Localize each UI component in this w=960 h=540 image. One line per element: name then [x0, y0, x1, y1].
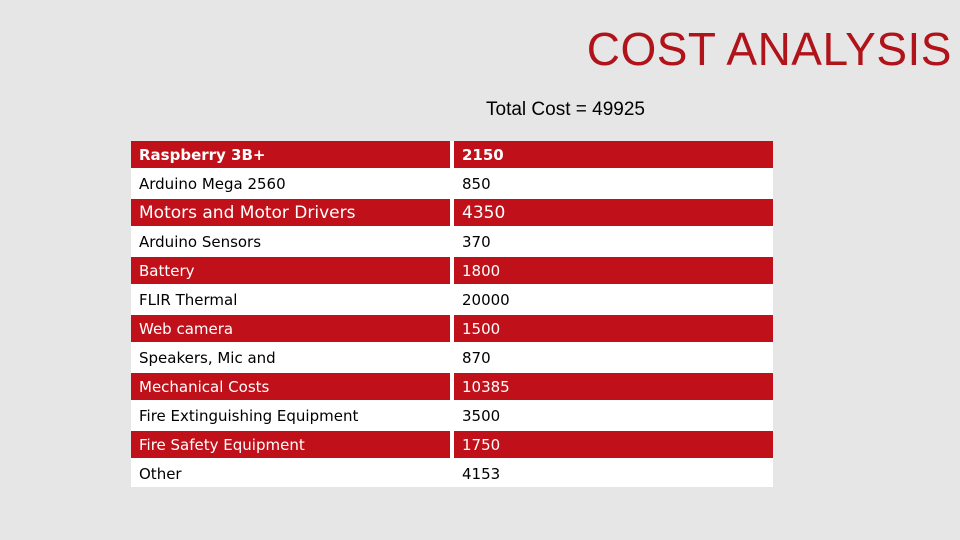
- item-cost: 4350: [454, 197, 773, 227]
- item-cost: 3500: [454, 400, 773, 430]
- item-name: Mechanical Costs: [131, 371, 450, 401]
- item-cost: 20000: [454, 284, 773, 314]
- table-row: Fire Extinguishing Equipment 3500: [131, 400, 773, 430]
- cell-divider: [450, 197, 454, 227]
- item-cost: 1750: [454, 429, 773, 459]
- item-name: FLIR Thermal: [131, 284, 450, 314]
- table-row: Raspberry 3B+ 2150: [131, 141, 773, 169]
- item-cost: 370: [454, 226, 773, 256]
- item-cost: 850: [454, 168, 773, 198]
- item-name: Battery: [131, 255, 450, 285]
- item-cost: 870: [454, 342, 773, 372]
- cell-divider: [450, 226, 454, 256]
- item-name: Arduino Sensors: [131, 226, 450, 256]
- table-row: Arduino Sensors 370: [131, 226, 773, 256]
- table-row: Motors and Motor Drivers 4350: [131, 197, 773, 227]
- item-cost: 10385: [454, 371, 773, 401]
- table-row: Arduino Mega 2560 850: [131, 168, 773, 198]
- item-name: Speakers, Mic and: [131, 342, 450, 372]
- cell-divider: [450, 458, 454, 487]
- cost-table: Raspberry 3B+ 2150 Arduino Mega 2560 850…: [131, 141, 773, 487]
- item-name: Fire Extinguishing Equipment: [131, 400, 450, 430]
- cell-divider: [450, 141, 454, 169]
- item-name: Motors and Motor Drivers: [131, 197, 450, 227]
- table-row: Mechanical Costs 10385: [131, 371, 773, 401]
- table-row: FLIR Thermal 20000: [131, 284, 773, 314]
- cell-divider: [450, 429, 454, 459]
- cell-divider: [450, 371, 454, 401]
- table-row: Web camera 1500: [131, 313, 773, 343]
- item-cost: 2150: [454, 141, 773, 169]
- item-cost: 1500: [454, 313, 773, 343]
- cell-divider: [450, 255, 454, 285]
- table-row: Speakers, Mic and 870: [131, 342, 773, 372]
- item-name: Other: [131, 458, 450, 487]
- item-name: Raspberry 3B+: [131, 141, 450, 169]
- cell-divider: [450, 313, 454, 343]
- item-cost: 4153: [454, 458, 773, 487]
- slide-title: COST ANALYSIS: [586, 23, 952, 75]
- cell-divider: [450, 284, 454, 314]
- table-row: Fire Safety Equipment 1750: [131, 429, 773, 459]
- item-name: Arduino Mega 2560: [131, 168, 450, 198]
- item-name: Web camera: [131, 313, 450, 343]
- table-row: Other 4153: [131, 458, 773, 487]
- cell-divider: [450, 400, 454, 430]
- cell-divider: [450, 168, 454, 198]
- cell-divider: [450, 342, 454, 372]
- total-cost-label: Total Cost = 49925: [486, 99, 645, 120]
- item-cost: 1800: [454, 255, 773, 285]
- item-name: Fire Safety Equipment: [131, 429, 450, 459]
- table-row: Battery 1800: [131, 255, 773, 285]
